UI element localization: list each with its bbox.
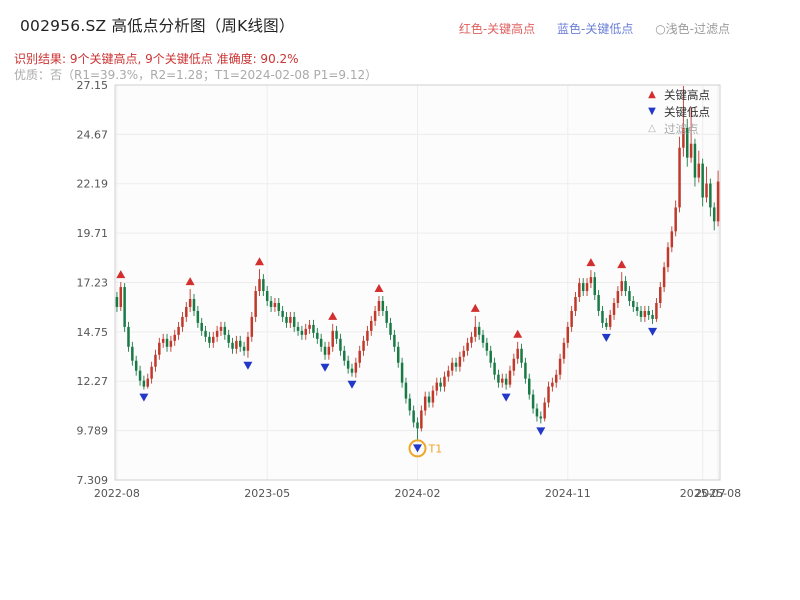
legend-item-key-low: ▼ 关键低点 [644,103,710,120]
recognition-result-text: 识别结果: 9个关键高点, 9个关键低点 准确度: 90.2% [14,52,299,66]
legend-item-key-high: ▲ 关键高点 [644,86,710,103]
key-low-triangle-icon: ▼ [648,105,656,117]
plot-legend: ▲ 关键高点 ▼ 关键低点 △ 过滤点 [644,86,710,137]
legend-label-key-high: 关键高点 [664,87,710,102]
svg-text:2023-05: 2023-05 [244,487,290,500]
svg-text:27.15: 27.15 [77,79,109,92]
key-high-triangle-icon: ▲ [648,88,656,100]
page-title: 002956.SZ 高低点分析图（周K线图） [20,17,295,35]
legend-label-key-low: 关键低点 [664,104,710,119]
legend-label-filter: 过滤点 [664,121,699,136]
svg-text:19.71: 19.71 [77,227,109,240]
legend-item-filter: △ 过滤点 [644,120,710,137]
svg-text:12.27: 12.27 [77,375,109,388]
svg-text:17.23: 17.23 [77,277,109,290]
svg-text:24.67: 24.67 [77,128,109,141]
top-legend-key-high-label: 红色-关键高点 [458,22,536,36]
quality-text: 优质：否（R1=39.3%，R2=1.28；T1=2024-02-08 P1=9… [14,68,378,82]
svg-text:14.75: 14.75 [77,326,109,339]
svg-text:2025-08: 2025-08 [695,487,741,500]
svg-text:7.309: 7.309 [77,474,109,487]
top-legend-key-low-label: 蓝色-关键低点 [557,22,634,36]
svg-text:2024-02: 2024-02 [395,487,441,500]
svg-text:9.789: 9.789 [77,425,109,438]
filter-triangle-icon: △ [648,122,656,134]
candlestick-chart: 27.15 24.67 22.19 19.71 17.23 14.75 12.27 9.789… [77,79,742,500]
svg-text:2025-07: 2025-07 [680,487,726,500]
svg-text:T1: T1 [428,442,443,455]
top-legend-filter-label: ○浅色-过滤点 [655,22,730,36]
svg-text:2024-11: 2024-11 [545,487,591,500]
top-legend: 红色-关键高点 蓝色-关键低点 ○浅色-过滤点 [441,20,730,37]
svg-text:22.19: 22.19 [77,178,109,191]
svg-text:2022-08: 2022-08 [94,487,140,500]
